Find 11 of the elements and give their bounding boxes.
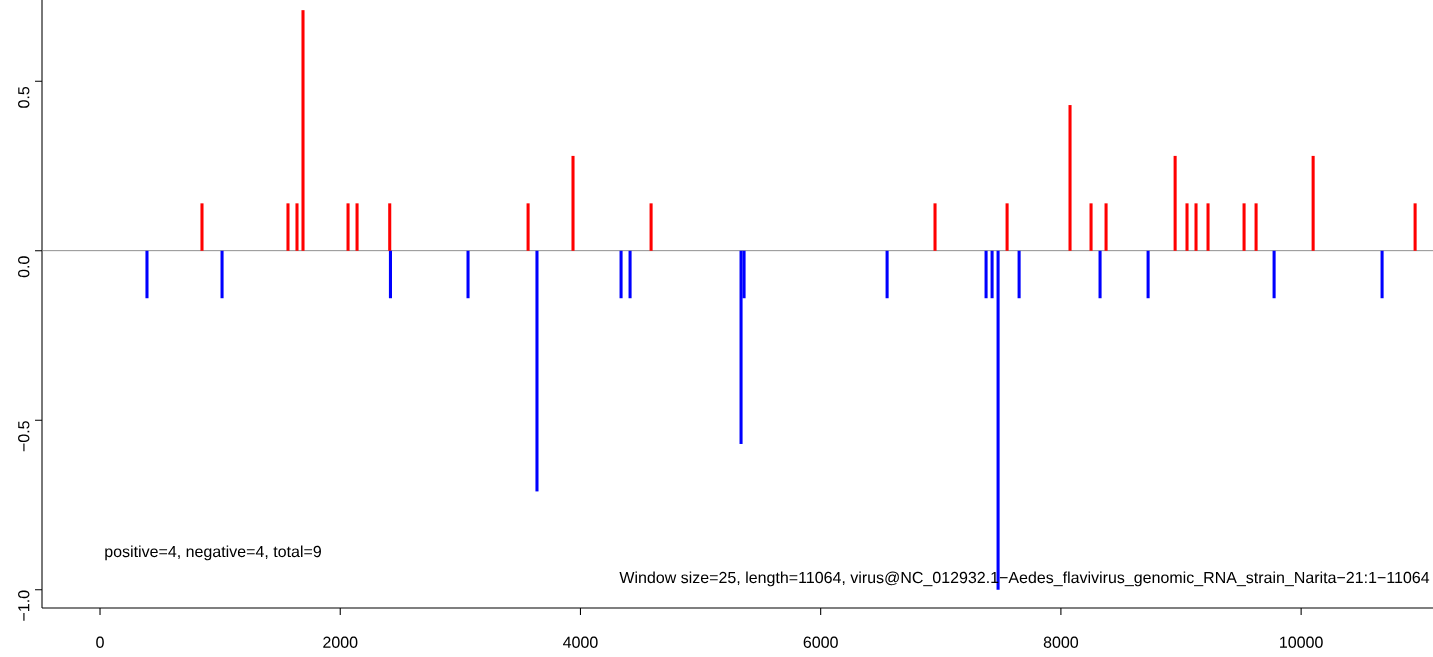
y-tick-label: 0.5 bbox=[18, 86, 30, 108]
x-tick-label: 4000 bbox=[563, 636, 598, 648]
x-tick-label: 0 bbox=[96, 636, 104, 648]
y-tick-label: 0.0 bbox=[18, 256, 30, 278]
y-tick-label: −0.5 bbox=[18, 421, 30, 452]
annotation: positive=4, negative=4, total=9 bbox=[105, 545, 321, 561]
x-tick-label: 2000 bbox=[323, 636, 358, 648]
y-tick-label: −1.0 bbox=[18, 590, 30, 621]
x-tick-label: 8000 bbox=[1043, 636, 1079, 648]
x-tick-label: 6000 bbox=[803, 636, 838, 648]
x-tick-label: 10000 bbox=[1280, 636, 1323, 648]
